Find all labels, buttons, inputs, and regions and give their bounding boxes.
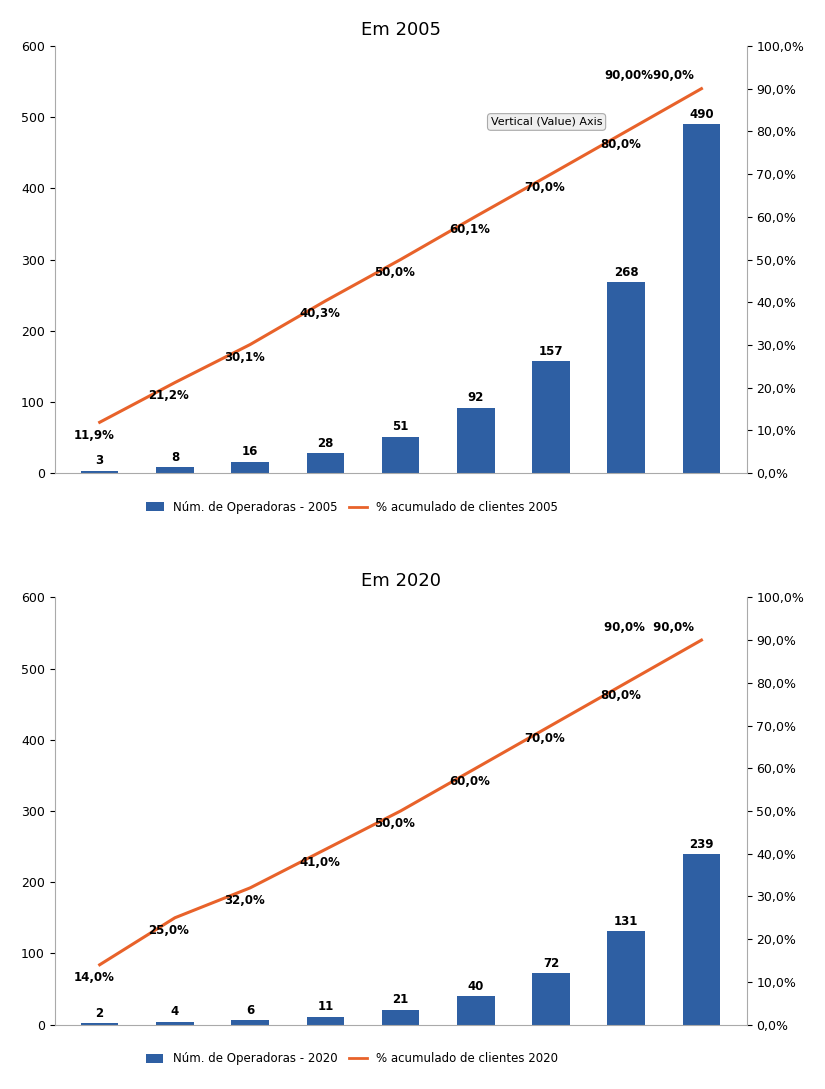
% acumulado de clientes 2005 bbox=[320, 294, 330, 307]
% acumulado de clientes 2020 bbox=[696, 634, 706, 647]
Text: 40,3%: 40,3% bbox=[299, 307, 340, 320]
% acumulado de clientes 2005 bbox=[170, 376, 180, 389]
Bar bbox=[156, 467, 194, 473]
Text: 8: 8 bbox=[171, 451, 179, 464]
Text: 11: 11 bbox=[318, 1000, 333, 1013]
Text: 4: 4 bbox=[171, 1005, 179, 1018]
Text: 70,0%: 70,0% bbox=[525, 181, 565, 194]
% acumulado de clientes 2005 bbox=[95, 416, 105, 429]
Bar bbox=[231, 462, 269, 473]
Text: 90,00%90,0%: 90,00%90,0% bbox=[604, 70, 694, 83]
% acumulado de clientes 2020 bbox=[621, 676, 631, 689]
Text: 2: 2 bbox=[96, 1006, 104, 1019]
Text: 14,0%: 14,0% bbox=[73, 971, 114, 984]
Text: 239: 239 bbox=[689, 837, 714, 851]
Text: 21,2%: 21,2% bbox=[148, 389, 189, 402]
% acumulado de clientes 2005 bbox=[546, 168, 556, 181]
Bar bbox=[607, 282, 645, 473]
% acumulado de clientes 2020 bbox=[245, 881, 255, 894]
Text: 131: 131 bbox=[614, 915, 639, 928]
Bar bbox=[382, 1010, 419, 1025]
Title: Em 2020: Em 2020 bbox=[361, 573, 441, 590]
Text: 51: 51 bbox=[393, 420, 408, 433]
% acumulado de clientes 2005 bbox=[396, 253, 406, 266]
Bar bbox=[156, 1021, 194, 1025]
Text: 60,0%: 60,0% bbox=[450, 774, 490, 787]
Text: 28: 28 bbox=[317, 437, 333, 450]
Text: 60,1%: 60,1% bbox=[450, 223, 490, 236]
Bar bbox=[231, 1020, 269, 1025]
Bar bbox=[682, 855, 720, 1025]
Text: 92: 92 bbox=[468, 391, 484, 404]
Text: 157: 157 bbox=[539, 345, 563, 358]
Bar bbox=[607, 931, 645, 1025]
Text: 50,0%: 50,0% bbox=[375, 266, 415, 279]
Text: 490: 490 bbox=[689, 108, 714, 121]
Legend: Núm. de Operadoras - 2020, % acumulado de clientes 2020: Núm. de Operadoras - 2020, % acumulado d… bbox=[141, 1048, 563, 1070]
Text: 11,9%: 11,9% bbox=[73, 429, 114, 442]
Bar bbox=[682, 124, 720, 473]
Text: 16: 16 bbox=[242, 445, 258, 458]
Text: 21: 21 bbox=[393, 993, 408, 1006]
Text: 30,1%: 30,1% bbox=[224, 351, 265, 364]
Text: 50,0%: 50,0% bbox=[375, 818, 415, 831]
Bar bbox=[457, 407, 494, 473]
Bar bbox=[382, 437, 419, 473]
% acumulado de clientes 2005 bbox=[471, 210, 481, 223]
Text: 32,0%: 32,0% bbox=[224, 894, 265, 907]
Bar bbox=[81, 472, 119, 473]
Bar bbox=[307, 453, 344, 473]
% acumulado de clientes 2020 bbox=[471, 761, 481, 774]
Line: % acumulado de clientes 2020: % acumulado de clientes 2020 bbox=[100, 640, 701, 965]
Text: 80,0%: 80,0% bbox=[600, 689, 641, 702]
Text: 3: 3 bbox=[96, 454, 104, 467]
Text: 40: 40 bbox=[468, 979, 484, 992]
% acumulado de clientes 2020 bbox=[170, 911, 180, 925]
Text: Vertical (Value) Axis: Vertical (Value) Axis bbox=[491, 117, 602, 127]
Legend: Núm. de Operadoras - 2005, % acumulado de clientes 2005: Núm. de Operadoras - 2005, % acumulado d… bbox=[141, 497, 563, 518]
Text: 268: 268 bbox=[614, 266, 639, 279]
Text: 6: 6 bbox=[246, 1004, 254, 1017]
Bar bbox=[532, 362, 570, 473]
Line: % acumulado de clientes 2005: % acumulado de clientes 2005 bbox=[100, 88, 701, 423]
Text: 25,0%: 25,0% bbox=[148, 925, 190, 938]
% acumulado de clientes 2020 bbox=[396, 805, 406, 818]
Bar bbox=[457, 996, 494, 1025]
% acumulado de clientes 2020 bbox=[95, 958, 105, 971]
Bar bbox=[307, 1017, 344, 1025]
% acumulado de clientes 2005 bbox=[696, 82, 706, 95]
% acumulado de clientes 2020 bbox=[320, 843, 330, 856]
Bar bbox=[532, 974, 570, 1025]
Text: 80,0%: 80,0% bbox=[600, 138, 641, 150]
Title: Em 2005: Em 2005 bbox=[361, 21, 441, 39]
% acumulado de clientes 2005 bbox=[245, 338, 255, 351]
% acumulado de clientes 2020 bbox=[546, 719, 556, 732]
Text: 70,0%: 70,0% bbox=[525, 732, 565, 745]
% acumulado de clientes 2005 bbox=[621, 125, 631, 138]
Text: 90,0%  90,0%: 90,0% 90,0% bbox=[604, 621, 694, 634]
Bar bbox=[81, 1024, 119, 1025]
Text: 41,0%: 41,0% bbox=[299, 856, 340, 869]
Text: 72: 72 bbox=[543, 957, 559, 969]
